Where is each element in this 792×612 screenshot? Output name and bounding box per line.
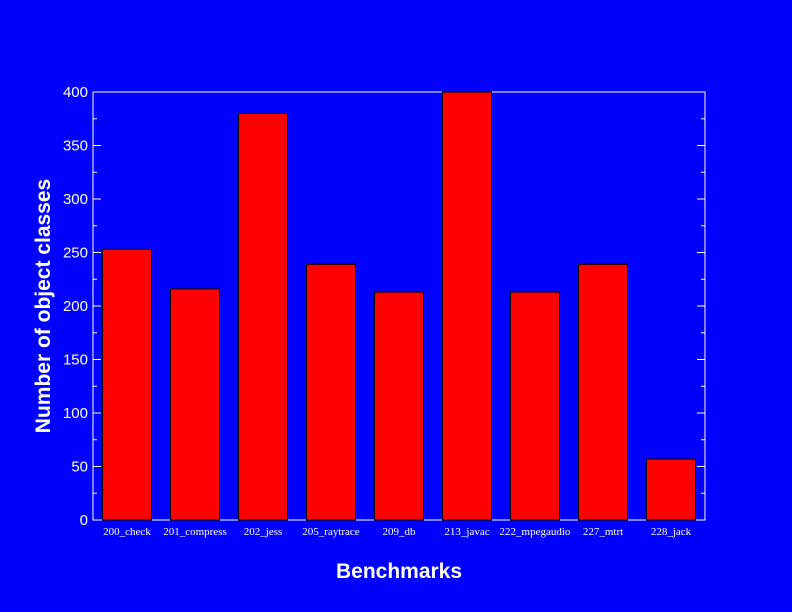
y-tick-label: 350 — [63, 138, 88, 155]
y-tick-label: 0 — [80, 512, 88, 529]
x-tick-label: 228_jack — [651, 526, 692, 538]
x-tick-label: 213_javac — [444, 526, 489, 538]
x-tick-label: 202_jess — [244, 526, 283, 538]
y-tick-label: 150 — [63, 352, 88, 369]
y-tick-label: 100 — [63, 405, 88, 422]
y-axis-title: Number of object classes — [32, 179, 55, 433]
bar-222_mpegaudio — [510, 291, 560, 521]
x-tick-label: 205_raytrace — [302, 526, 360, 538]
bar-228_jack — [646, 458, 696, 521]
x-tick-label: 201_compress — [163, 526, 227, 538]
y-tick-labels: 0 50 100 150 200 250 300 350 400 — [63, 84, 88, 529]
bar-227_mtrt — [578, 263, 628, 521]
x-axis-title: Benchmarks — [336, 560, 462, 583]
bar-201_compress — [170, 288, 220, 521]
bar-209_db — [374, 291, 424, 521]
x-tick-label: 209_db — [383, 526, 417, 538]
bar-200_check — [102, 248, 152, 521]
x-tick-label: 227_mtrt — [583, 526, 623, 538]
x-tick-label: 200_check — [103, 526, 151, 538]
bars — [102, 91, 696, 521]
y-tick-label: 400 — [63, 84, 88, 101]
axis-ticks — [93, 91, 705, 521]
x-tick-label: 222_mpegaudio — [500, 526, 571, 538]
bar-202_jess — [238, 112, 288, 521]
bar-205_raytrace — [306, 263, 356, 521]
bar-213_javac — [442, 91, 492, 521]
y-tick-label: 250 — [63, 245, 88, 262]
x-tick-labels: 200_check 201_compress 202_jess 205_raytrac… — [103, 526, 691, 538]
y-tick-label: 300 — [63, 191, 88, 208]
y-tick-label: 50 — [71, 459, 88, 476]
y-tick-label: 200 — [63, 298, 88, 315]
